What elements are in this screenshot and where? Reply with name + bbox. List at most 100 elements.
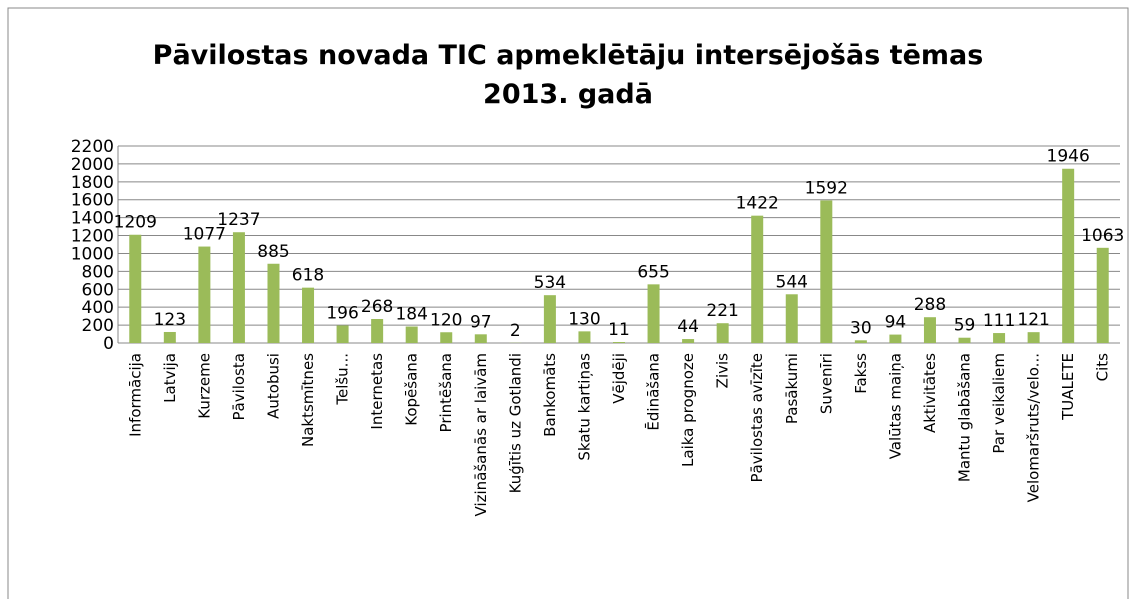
bar [129,234,142,343]
y-tick-label: 400 [82,298,114,318]
data-label: 44 [677,317,699,337]
x-tick-label: Velomaršruts/velo... [1025,353,1043,502]
bar [267,263,280,343]
bar [1027,332,1040,343]
data-label: 30 [850,318,872,338]
y-tick-label: 200 [82,316,114,336]
x-tick-label: Pāvilosta [230,353,248,421]
y-tick-label: 1000 [71,244,114,264]
y-tick-label: 2000 [71,155,114,175]
x-tick-label: Kuģītis uz Gotlandi [506,353,524,493]
y-tick-label: 2200 [71,137,114,157]
bar [923,317,936,343]
bar [820,200,833,343]
bar [613,342,625,343]
bar [889,334,902,343]
y-tick-label: 800 [82,262,114,282]
bar [716,323,729,343]
bar [854,340,867,343]
x-tick-label: Valūtas maiņa [886,353,904,459]
data-label: 1063 [1081,226,1124,246]
x-tick-label: Telšu... [334,353,352,406]
bar [371,319,384,343]
bar [647,284,660,343]
x-tick-label: Laika prognoze [679,353,697,467]
bar [302,287,315,343]
data-label: 196 [326,303,358,323]
data-label: 544 [776,272,808,292]
x-tick-label: Suvenīri [817,353,835,414]
bar [1096,247,1109,343]
data-label: 1946 [1047,147,1090,167]
x-tick-label: Pāvilostas avīzīte [748,353,766,483]
data-label: 111 [983,311,1015,331]
data-label: 59 [954,316,976,336]
x-tick-label: Naktsmītnes [299,353,317,447]
bar [198,246,211,343]
data-label: 97 [470,312,492,332]
bar [440,332,453,343]
x-tick-label: Autobusi [264,353,282,419]
x-tick-label: Latvija [161,353,179,403]
y-tick-label: 600 [82,280,114,300]
data-label: 288 [914,295,946,315]
chart-title: Pāvilostas novada TIC apmeklētāju inters… [153,40,984,71]
y-tick-label: 1400 [71,209,114,229]
data-label: 130 [568,309,600,329]
data-label: 268 [361,297,393,317]
data-label: 534 [534,273,566,293]
data-label: 123 [154,310,186,330]
y-tick-label: 1600 [71,191,114,211]
x-tick-label: Internetas [368,353,386,430]
x-tick-label: Par veikaliem [990,353,1008,454]
bar [405,326,418,343]
x-tick-label: Aktivitātes [921,353,939,433]
x-tick-label: Bankomāts [541,353,559,437]
x-tick-label: Mantu glabāšana [956,353,974,482]
data-label: 221 [706,301,738,321]
data-label: 121 [1017,310,1049,330]
x-tick-label: Ēdināšana [645,353,663,431]
bar [751,215,764,343]
x-tick-label: Skatu kartiņas [575,353,593,461]
x-tick-label: Vizināšanās ar laivām [472,353,490,516]
bar [543,295,556,343]
bar [785,294,798,343]
bar [232,232,245,343]
data-label: 120 [430,310,462,330]
data-label: 1422 [736,194,779,214]
data-label: 618 [292,266,324,286]
bar [1062,168,1075,343]
data-label: 1209 [114,213,157,233]
y-tick-label: 1800 [71,173,114,193]
y-tick-label: 1200 [71,227,114,247]
bar [474,334,487,343]
x-tick-label: Printēšana [437,353,455,432]
x-tick-label: Informācija [126,353,144,437]
data-label: 1077 [183,225,226,245]
data-label: 1237 [217,210,260,230]
bar [958,337,971,343]
bar [163,331,176,343]
data-label: 1592 [805,178,848,198]
data-label: 11 [608,320,630,340]
x-tick-label: Zivis [714,353,732,388]
data-label: 2 [510,321,521,341]
data-label: 655 [637,262,669,282]
data-label: 94 [885,313,907,333]
data-label: 885 [257,242,289,262]
x-tick-label: Kurzeme [195,353,213,419]
chart-title: 2013. gadā [483,79,653,110]
bar [578,331,591,343]
bar [682,339,695,343]
x-tick-label: Fakss [852,353,870,394]
bar [993,333,1006,343]
data-label: 184 [395,305,427,325]
x-tick-label: Cits [1094,353,1112,382]
x-tick-label: Kopēšana [403,353,421,426]
y-tick-label: 0 [103,334,114,354]
x-tick-label: Vējdēji [610,353,628,404]
x-tick-label: Pasākumi [783,353,801,424]
chart-frame [7,7,1129,599]
